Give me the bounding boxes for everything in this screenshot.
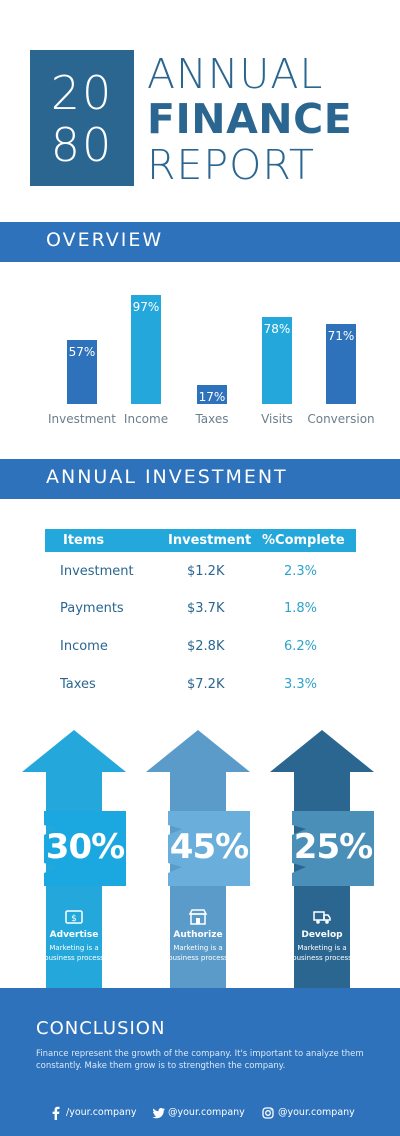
social-text: /your.company <box>66 1107 137 1118</box>
percent-value: 45% <box>169 827 249 867</box>
arrow-description-line: business process <box>44 954 104 962</box>
arrow-authorize: 45% Authorize Marketing is a business pr… <box>146 730 250 988</box>
row-item: Payments <box>60 601 124 616</box>
row-complete: 3.3% <box>284 677 318 692</box>
arrow-description-line: business process <box>292 954 352 962</box>
bar-value-label: 78% <box>263 322 291 336</box>
category-label: Conversion <box>307 412 375 426</box>
arrow-description-line: Marketing is a <box>49 944 99 952</box>
category-label: Income <box>123 412 169 426</box>
overview-band: OVERVIEW <box>0 222 400 262</box>
category-label: Investment <box>48 412 116 426</box>
table-header: Items Investment %Complete <box>45 529 356 552</box>
percent-value: 30% <box>45 827 125 867</box>
row-complete: 6.2% <box>284 639 318 654</box>
row-investment: $2.8K <box>187 639 225 654</box>
row-complete: 2.3% <box>284 564 318 579</box>
row-item: Taxes <box>60 677 96 692</box>
bar-value-label: 17% <box>198 390 226 404</box>
arrow-title: Develop <box>301 930 343 940</box>
percent-box-shape <box>292 811 374 886</box>
arrow-description: Marketing is a business process <box>158 943 238 963</box>
investment-title: ANNUAL INVESTMENT <box>46 466 288 488</box>
percent-box-shape <box>168 811 250 886</box>
column-header-items: Items <box>63 533 105 548</box>
facebook-icon <box>52 1106 60 1120</box>
percent-box: 45% <box>168 811 250 886</box>
bar-investment <box>67 340 97 404</box>
category-label: Visits <box>261 412 293 426</box>
title-line-report: REPORT <box>147 141 315 189</box>
conclusion-section: CONCLUSION Finance represent the growth … <box>0 988 400 1136</box>
row-item: Income <box>60 639 108 654</box>
arrow-advertise: 30% $ Advertise Marketing is a business … <box>22 730 126 988</box>
row-item: Investment <box>60 564 134 579</box>
category-label: Taxes <box>195 412 229 426</box>
bar-visits <box>262 317 292 404</box>
arrow-description-line: Marketing is a <box>297 944 347 952</box>
conclusion-body: Finance represent the growth of the comp… <box>36 1049 364 1071</box>
year-box: 20 80 <box>30 50 134 186</box>
year-top: 20 <box>50 66 114 120</box>
percent-box: 25% <box>292 811 374 886</box>
row-investment: $3.7K <box>187 601 225 616</box>
arrow-description: Marketing is a business process <box>282 943 362 963</box>
arrow-description: Marketing is a business process <box>34 943 114 963</box>
bar-value-label: 57% <box>68 345 96 359</box>
investment-band: ANNUAL INVESTMENT <box>0 459 400 499</box>
title-line-finance: FINANCE <box>147 95 353 143</box>
arrow-description-line: Marketing is a <box>173 944 223 952</box>
year-bottom: 80 <box>50 118 114 172</box>
arrow-title: Advertise <box>49 930 99 940</box>
arrow-description-line: business process <box>168 954 228 962</box>
overview-bar-chart: 57% Investment 97% Income 17% Taxes 78% Visits 7… <box>0 270 400 430</box>
truck-icon <box>313 911 331 924</box>
conclusion-title: CONCLUSION <box>36 1018 166 1039</box>
arrow-develop: 25% Develop Marketing is a business proc… <box>270 730 374 988</box>
title-line-annual: ANNUAL <box>147 50 324 98</box>
row-investment: $1.2K <box>187 564 225 579</box>
column-header-investment: Investment <box>168 533 252 548</box>
twitter-icon <box>152 1108 165 1119</box>
instagram-icon <box>262 1107 274 1119</box>
store-icon <box>188 909 208 925</box>
row-investment: $7.2K <box>187 677 225 692</box>
arrow-title: Authorize <box>173 930 223 940</box>
percent-box: 30% <box>44 811 126 886</box>
percent-box-shape <box>44 811 126 886</box>
bar-taxes <box>197 385 227 404</box>
svg-text:$: $ <box>71 914 77 924</box>
dollar-bill-icon: $ <box>65 910 83 924</box>
bar-value-label: 71% <box>327 329 355 343</box>
bar-value-label: 97% <box>132 300 160 314</box>
overview-title: OVERVIEW <box>46 229 164 251</box>
bar-conversion <box>326 324 356 404</box>
social-text: @your.company <box>278 1107 355 1118</box>
column-header-complete: %Complete <box>262 533 345 548</box>
social-text: @your.company <box>168 1107 245 1118</box>
row-complete: 1.8% <box>284 601 318 616</box>
bar-income <box>131 295 161 404</box>
percent-value: 25% <box>293 827 373 867</box>
